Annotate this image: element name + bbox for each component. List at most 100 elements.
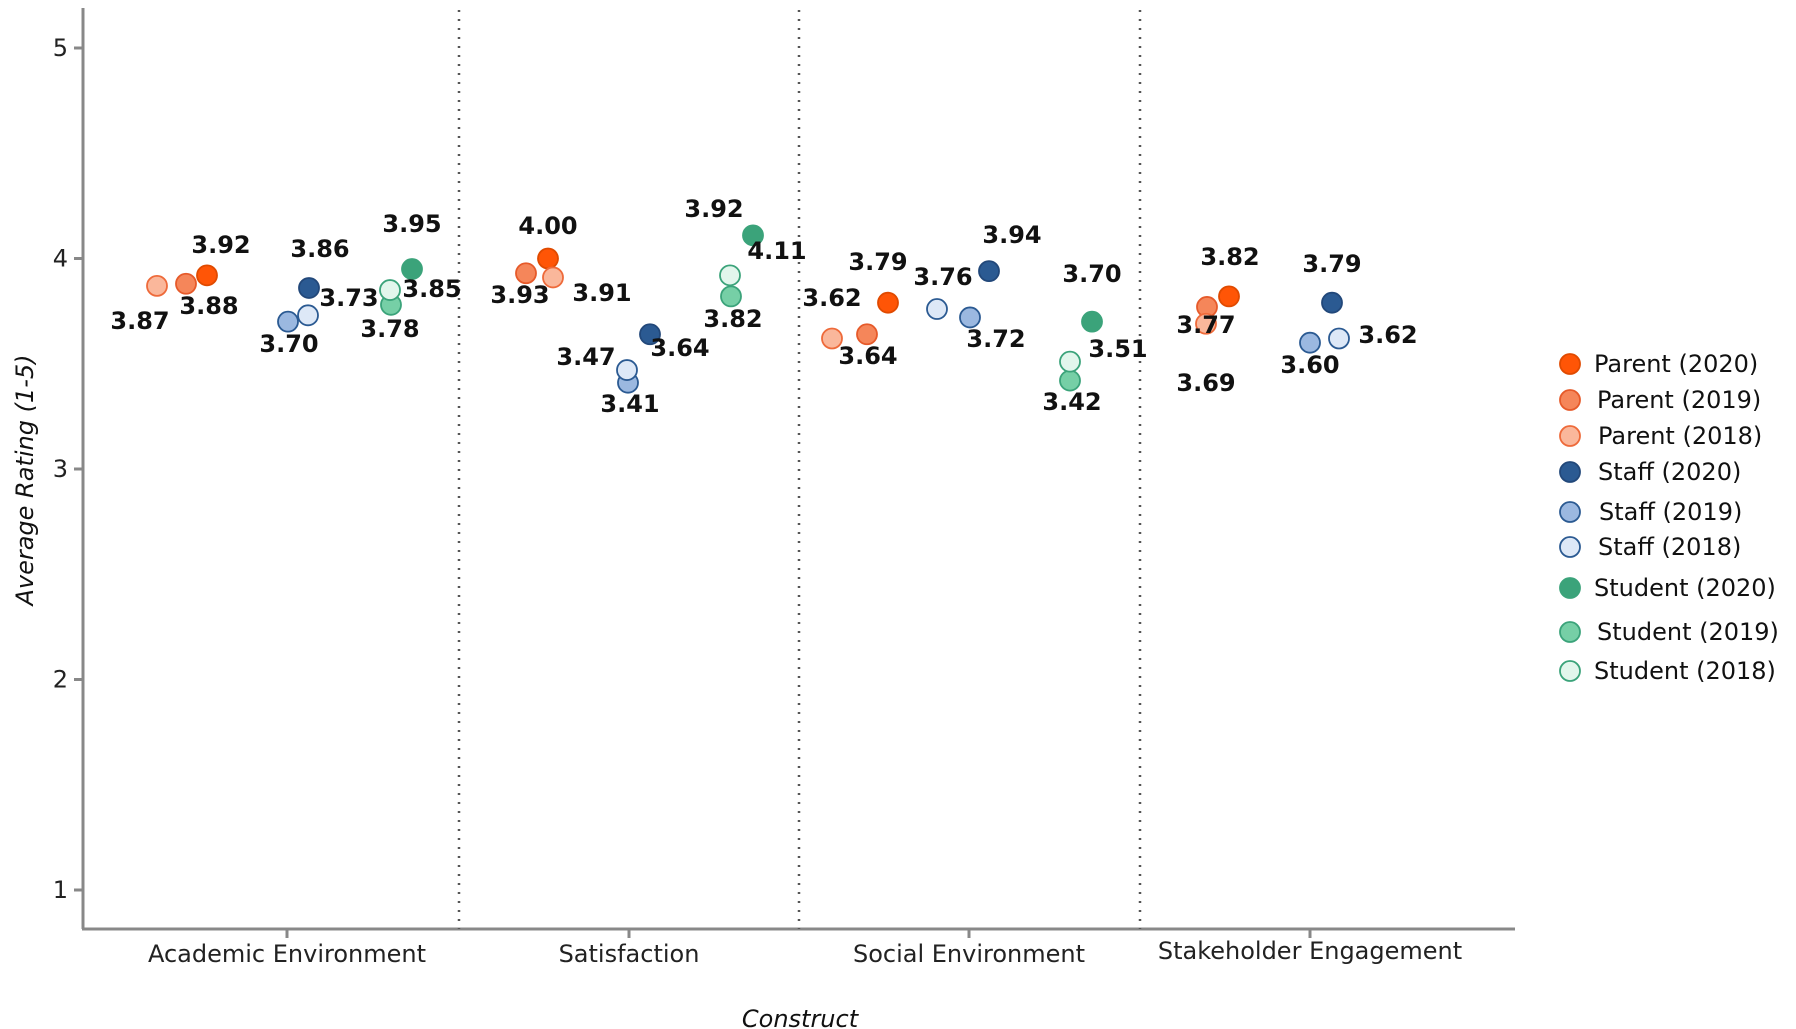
point-parent-2019 [175, 272, 197, 295]
legend-label: Staff (2020) [1598, 458, 1741, 486]
data-label-student-2018: 3.51 [1088, 335, 1147, 363]
data-label-parent-2020: 3.82 [1200, 243, 1259, 271]
data-label-staff-2018: 3.62 [1358, 321, 1417, 349]
data-label-parent-2018: 3.69 [1176, 369, 1235, 397]
data-label-staff-2019: 3.60 [1280, 351, 1339, 379]
y-tick-label: 1 [53, 876, 68, 904]
legend-item-student-2020: Student (2020) [1559, 574, 1776, 602]
data-label-student-2018: 3.92 [684, 195, 743, 223]
point-staff-2019 [1299, 331, 1321, 354]
y-tick-label: 4 [53, 245, 68, 273]
legend-marker [1559, 389, 1581, 411]
data-label-staff-2020: 3.86 [290, 235, 349, 263]
point-student-2020 [1081, 310, 1103, 333]
data-label-parent-2019: 3.88 [179, 292, 238, 320]
legend: Parent (2020) Parent (2019) Parent (2018) S… [1559, 350, 1779, 685]
y-tick-label: 5 [53, 34, 68, 62]
data-label-student-2020: 3.95 [382, 210, 441, 238]
data-label-staff-2019: 3.41 [600, 390, 659, 418]
legend-marker [1559, 461, 1581, 483]
data-label-staff-2019: 3.70 [259, 330, 318, 358]
legend-marker [1559, 660, 1581, 682]
legend-label: Parent (2018) [1598, 422, 1762, 450]
legend-item-staff-2019: Staff (2019) [1559, 498, 1742, 526]
data-label-parent-2019: 3.77 [1176, 311, 1235, 339]
legend-item-staff-2018: Staff (2018) [1559, 533, 1741, 561]
legend-label: Student (2019) [1597, 618, 1779, 646]
point-staff-2018 [926, 298, 948, 320]
y-tick-label: 2 [53, 666, 68, 694]
point-parent-2020 [877, 291, 899, 314]
data-label-parent-2020: 3.79 [848, 248, 907, 276]
legend-label: Parent (2020) [1594, 350, 1758, 378]
legend-item-student-2018: Student (2018) [1559, 657, 1776, 685]
point-parent-2018 [542, 266, 564, 289]
legend-label: Parent (2019) [1597, 386, 1761, 414]
legend-item-parent-2019: Parent (2019) [1559, 386, 1761, 414]
x-tick-label: Satisfaction [559, 940, 700, 968]
point-student-2018 [1059, 350, 1081, 373]
category-separators [457, 10, 1142, 929]
y-tick-label: 3 [53, 455, 68, 483]
y-axis-ticks: 1 2 3 4 5 [53, 34, 83, 904]
legend-marker [1559, 425, 1581, 447]
data-label-parent-2019: 3.64 [838, 342, 897, 370]
point-staff-2018 [616, 359, 638, 381]
point-student-2018 [379, 279, 401, 301]
point-student-2019 [720, 285, 742, 308]
legend-marker [1559, 501, 1581, 523]
data-label-staff-2018: 3.76 [913, 263, 972, 291]
data-points [146, 224, 1350, 394]
point-staff-2020 [1321, 291, 1343, 314]
data-label-student-2019: 3.42 [1042, 388, 1101, 416]
data-label-staff-2018: 3.47 [556, 343, 615, 371]
x-axis-title: Construct [742, 1005, 860, 1029]
point-staff-2018 [297, 304, 319, 327]
point-staff-2020 [978, 260, 1000, 283]
legend-item-parent-2020: Parent (2020) [1559, 350, 1758, 378]
data-label-student-2020: 4.11 [747, 237, 806, 265]
point-staff-2019 [277, 310, 299, 333]
point-student-2020 [742, 224, 764, 247]
data-label-student-2019: 3.82 [703, 305, 762, 333]
point-parent-2019 [856, 323, 878, 346]
point-staff-2019 [959, 306, 981, 329]
legend-marker [1559, 353, 1581, 375]
point-staff-2020 [639, 323, 661, 346]
legend-marker [1559, 621, 1581, 643]
y-axis-title: Average Rating (1-5) [11, 354, 39, 607]
data-label-parent-2018: 3.91 [572, 279, 631, 307]
point-staff-2018 [1328, 327, 1350, 350]
data-label-parent-2019: 3.93 [490, 281, 549, 309]
data-label-parent-2020: 3.92 [191, 231, 250, 259]
legend-marker [1559, 536, 1581, 558]
point-parent-2019 [515, 262, 537, 285]
point-parent-2020 [1218, 285, 1240, 308]
x-axis-ticks: Academic Environment Satisfaction Social E… [148, 929, 1462, 968]
data-label-staff-2020: 3.94 [982, 221, 1041, 249]
data-label-student-2018: 3.85 [402, 275, 461, 303]
x-tick-label: Social Environment [853, 940, 1085, 968]
data-label-parent-2020: 4.00 [518, 212, 577, 240]
point-parent-2018 [1195, 312, 1217, 335]
data-label-staff-2018: 3.73 [319, 284, 378, 312]
legend-label: Student (2020) [1594, 574, 1776, 602]
legend-item-parent-2018: Parent (2018) [1559, 422, 1762, 450]
point-student-2018 [719, 264, 741, 287]
legend-item-student-2019: Student (2019) [1559, 618, 1779, 646]
point-staff-2020 [298, 277, 320, 299]
data-label-staff-2020: 3.64 [650, 334, 709, 362]
legend-item-staff-2020: Staff (2020) [1559, 458, 1741, 486]
data-label-student-2019: 3.78 [360, 315, 419, 343]
legend-marker [1559, 577, 1581, 599]
point-parent-2020 [196, 264, 218, 287]
data-label-parent-2018: 3.87 [110, 307, 169, 335]
data-label-parent-2018: 3.62 [802, 284, 861, 312]
data-label-staff-2019: 3.72 [966, 325, 1025, 353]
plot-area: 1 2 3 4 5 Academic Environment Satisfaction So… [53, 8, 1515, 968]
legend-label: Staff (2019) [1599, 498, 1742, 526]
point-parent-2018 [821, 327, 843, 350]
legend-label: Student (2018) [1594, 657, 1776, 685]
legend-label: Staff (2018) [1598, 533, 1741, 561]
